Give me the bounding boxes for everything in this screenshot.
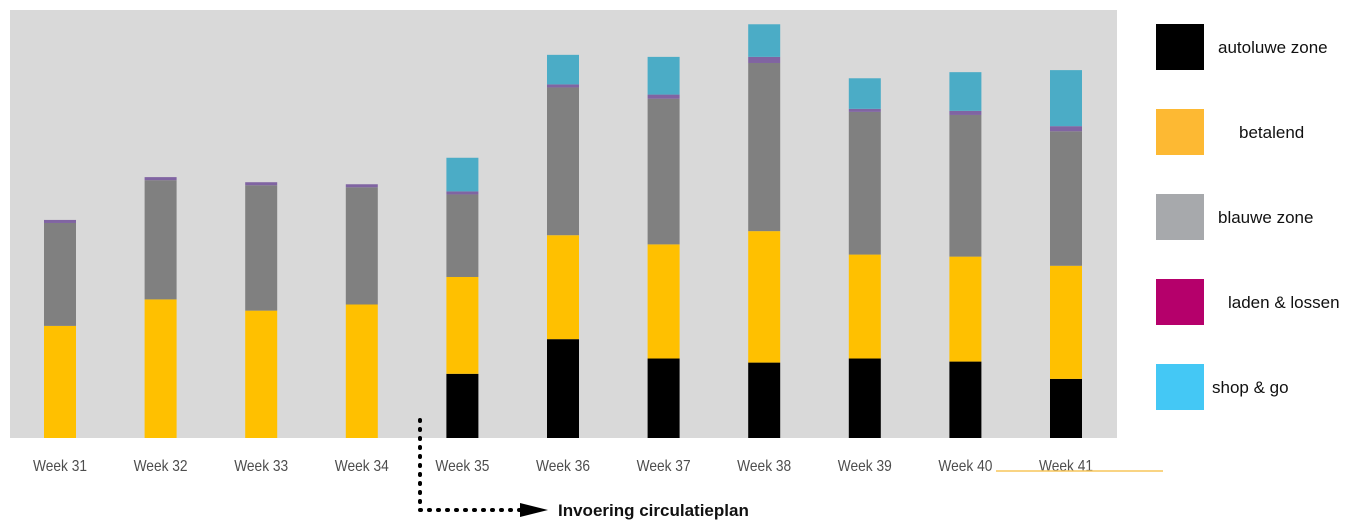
annotation-dotted-arrow (418, 418, 522, 512)
bar-segment-blauwe-zone-week-31 (44, 222, 76, 326)
bar-segment-betalend-week-40 (949, 256, 982, 362)
bar-segment-laden-and-lossen-week-31 (44, 219, 76, 223)
legend-label-shop-and-go: shop & go (1212, 378, 1289, 397)
bar-segment-betalend-week-35 (446, 276, 479, 374)
bar-segment-laden-and-lossen-week-38 (748, 56, 781, 63)
legend-label-betalend: betalend (1239, 123, 1304, 142)
annotation-arrowhead (520, 503, 548, 517)
x-tick-label: Week 38 (737, 457, 791, 475)
x-tick-label: Week 32 (134, 457, 188, 475)
legend-label-laden-and-lossen: laden & lossen (1228, 293, 1340, 312)
bar-segment-autoluwe-zone-week-38 (748, 362, 781, 438)
bar-segment-shop-and-go-week-35 (446, 157, 479, 192)
x-tick-label: Week 35 (435, 457, 489, 475)
bar-segment-betalend-week-38 (748, 231, 781, 363)
bar-segment-blauwe-zone-week-32 (144, 180, 177, 300)
bar-segment-autoluwe-zone-week-39 (848, 358, 881, 438)
bar-segment-blauwe-zone-week-35 (446, 194, 479, 277)
bar-segment-betalend-week-37 (647, 244, 680, 359)
bar-segment-blauwe-zone-week-36 (547, 87, 579, 236)
bar-segment-autoluwe-zone-week-40 (949, 361, 982, 438)
bar-segment-blauwe-zone-week-39 (848, 111, 881, 255)
bar-segment-betalend-week-31 (44, 325, 76, 438)
legend-label-autoluwe-zone: autoluwe zone (1218, 38, 1328, 57)
bar-segment-betalend-week-39 (848, 254, 881, 359)
bar-segment-blauwe-zone-week-33 (245, 185, 278, 311)
bar-segment-laden-and-lossen-week-36 (547, 84, 579, 88)
annotation-text: Invoering circulatieplan (558, 501, 749, 520)
bar-segment-shop-and-go-week-39 (848, 78, 881, 109)
bar-segment-blauwe-zone-week-41 (1050, 131, 1082, 266)
bar-segment-laden-and-lossen-week-37 (647, 94, 680, 99)
bar-segment-betalend-week-32 (144, 299, 177, 438)
bars (44, 24, 1082, 438)
bar-segment-betalend-week-33 (245, 310, 278, 438)
bar-segment-betalend-week-41 (1050, 265, 1082, 379)
legend-swatch-autoluwe-zone (1156, 24, 1204, 70)
bar-segment-blauwe-zone-week-34 (345, 187, 378, 305)
circulation-plan-annotation: Invoering circulatieplan (418, 418, 749, 520)
bar-segment-shop-and-go-week-36 (547, 54, 579, 85)
x-tick-label: Week 36 (536, 457, 590, 475)
legend-swatch-laden-and-lossen (1156, 279, 1204, 325)
bar-segment-autoluwe-zone-week-41 (1050, 378, 1082, 438)
bar-segment-laden-and-lossen-week-39 (848, 108, 881, 112)
bar-segment-laden-and-lossen-week-34 (345, 184, 378, 188)
legend-swatch-betalend (1156, 109, 1204, 155)
bar-segment-betalend-week-34 (345, 304, 378, 438)
bar-segment-laden-and-lossen-week-41 (1050, 126, 1082, 132)
bar-segment-laden-and-lossen-week-35 (446, 191, 479, 195)
bar-segment-shop-and-go-week-37 (647, 56, 680, 95)
x-tick-label: Week 33 (234, 457, 288, 475)
bar-segment-shop-and-go-week-41 (1050, 70, 1082, 127)
bar-segment-shop-and-go-week-38 (748, 24, 781, 57)
bar-segment-autoluwe-zone-week-35 (446, 373, 479, 438)
x-tick-label: Week 37 (637, 457, 691, 475)
legend-swatch-blauwe-zone (1156, 194, 1204, 240)
bar-segment-betalend-week-36 (547, 235, 579, 340)
bar-segment-laden-and-lossen-week-40 (949, 110, 982, 115)
x-tick-label: Week 34 (335, 457, 389, 475)
x-axis-tick-labels: Week 31 Week 32 Week 33 Week 34 Week 35 Week … (33, 457, 1093, 475)
legend-swatch-shop-and-go (1156, 364, 1204, 410)
bar-segment-blauwe-zone-week-37 (647, 98, 680, 245)
legend: autoluwe zone betalend blauwe zone laden & … (1156, 24, 1340, 410)
x-tick-label: Week 40 (938, 457, 992, 475)
bar-segment-shop-and-go-week-40 (949, 72, 982, 111)
x-tick-label: Week 31 (33, 457, 87, 475)
bar-segment-blauwe-zone-week-40 (949, 114, 982, 257)
bar-segment-autoluwe-zone-week-37 (647, 358, 680, 438)
legend-label-blauwe-zone: blauwe zone (1218, 208, 1313, 227)
bar-segment-blauwe-zone-week-38 (748, 62, 781, 232)
x-tick-label: Week 39 (838, 457, 892, 475)
bar-segment-laden-and-lossen-week-32 (144, 177, 177, 181)
bar-segment-laden-and-lossen-week-33 (245, 182, 278, 186)
x-tick-label: Week 41 (1039, 457, 1093, 475)
bar-segment-autoluwe-zone-week-36 (547, 339, 579, 438)
